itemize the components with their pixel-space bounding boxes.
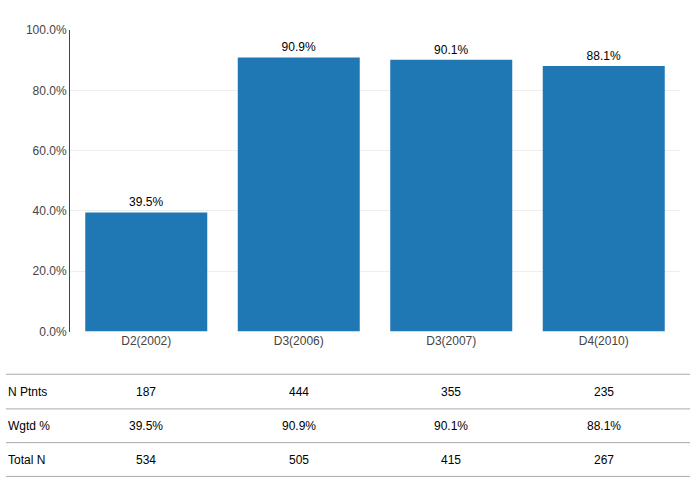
svg-text:N Ptnts: N Ptnts: [8, 385, 47, 399]
svg-text:505: 505: [289, 453, 309, 467]
svg-text:355: 355: [441, 385, 461, 399]
svg-text:40.0%: 40.0%: [33, 204, 67, 218]
svg-text:39.5%: 39.5%: [129, 195, 163, 209]
svg-text:444: 444: [289, 385, 309, 399]
svg-text:90.9%: 90.9%: [282, 40, 316, 54]
svg-text:60.0%: 60.0%: [33, 144, 67, 158]
svg-text:88.1%: 88.1%: [587, 419, 621, 433]
svg-text:90.1%: 90.1%: [434, 43, 468, 57]
svg-text:20.0%: 20.0%: [33, 264, 67, 278]
svg-text:90.1%: 90.1%: [434, 419, 468, 433]
svg-text:187: 187: [136, 385, 156, 399]
svg-text:D2(2002): D2(2002): [121, 334, 171, 348]
svg-text:90.9%: 90.9%: [282, 419, 316, 433]
svg-text:Wgtd %: Wgtd %: [8, 419, 50, 433]
svg-text:Total N: Total N: [8, 453, 45, 467]
svg-text:100.0%: 100.0%: [26, 23, 67, 37]
svg-text:534: 534: [136, 453, 156, 467]
svg-text:D3(2007): D3(2007): [426, 334, 476, 348]
svg-text:267: 267: [594, 453, 614, 467]
svg-text:235: 235: [594, 385, 614, 399]
svg-text:415: 415: [441, 453, 461, 467]
svg-text:39.5%: 39.5%: [129, 419, 163, 433]
svg-text:88.1%: 88.1%: [587, 49, 621, 63]
svg-text:D4(2010): D4(2010): [579, 334, 629, 348]
svg-text:0.0%: 0.0%: [39, 325, 67, 339]
svg-text:D3(2006): D3(2006): [274, 334, 324, 348]
svg-text:80.0%: 80.0%: [33, 84, 67, 98]
